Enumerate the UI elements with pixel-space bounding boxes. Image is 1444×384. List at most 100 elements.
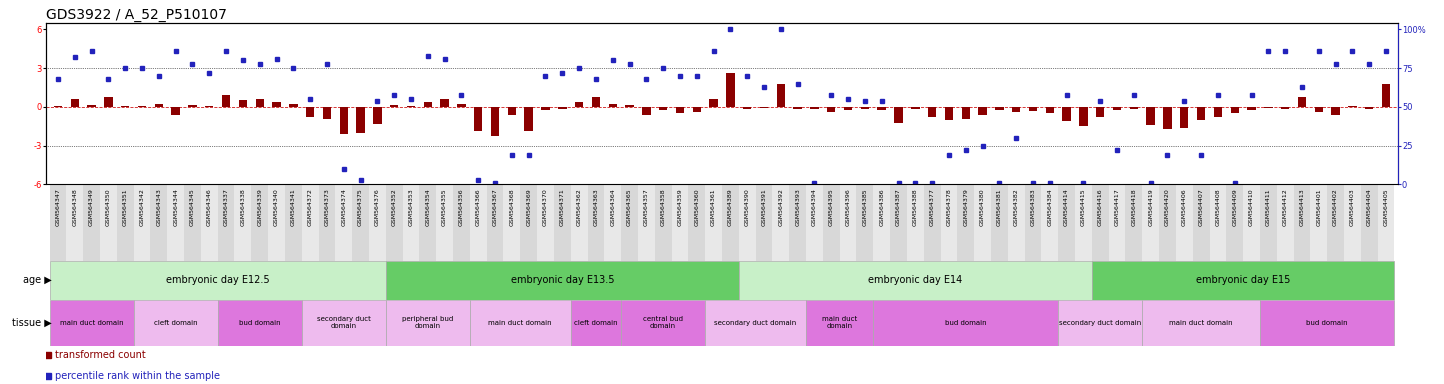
Text: GSM564373: GSM564373 [325,188,329,226]
Bar [1243,184,1261,261]
Bar [407,106,416,107]
Text: central bud
domain: central bud domain [643,316,683,329]
Bar [520,184,537,261]
Text: GSM564407: GSM564407 [1199,188,1204,226]
Bar [49,184,66,261]
Bar [654,184,671,261]
Text: GDS3922 / A_52_P510107: GDS3922 / A_52_P510107 [46,8,227,22]
Text: GSM564338: GSM564338 [240,188,245,226]
Bar [386,261,739,300]
Bar [1382,84,1391,107]
Bar [474,107,482,131]
Bar [874,184,890,261]
Bar [1365,107,1373,109]
Bar [84,184,100,261]
Text: GSM564410: GSM564410 [1249,188,1253,226]
Bar [1012,107,1021,112]
Bar [575,102,583,107]
Text: GSM564386: GSM564386 [879,188,884,226]
Bar [588,184,605,261]
Bar [705,300,806,346]
Text: main duct
domain: main duct domain [822,316,858,329]
Text: GSM564420: GSM564420 [1165,188,1170,226]
Text: GSM564417: GSM564417 [1115,188,1119,226]
Bar [722,184,739,261]
Bar [137,106,146,107]
Bar [709,99,718,107]
Bar [625,105,634,107]
Text: GSM564342: GSM564342 [140,188,144,226]
Bar [570,300,621,346]
Bar [856,184,874,261]
Bar [1294,184,1310,261]
Bar [504,184,520,261]
Bar [962,107,970,119]
Text: secondary duct domain: secondary duct domain [1058,319,1141,326]
Text: GSM564409: GSM564409 [1232,188,1238,226]
Bar [302,300,386,346]
Bar [810,107,819,109]
Bar [1160,184,1175,261]
Text: GSM564337: GSM564337 [224,188,228,226]
Text: tissue ▶: tissue ▶ [12,318,51,328]
Text: cleft domain: cleft domain [155,319,198,326]
Bar [843,107,852,110]
Bar [911,107,920,109]
Bar [621,300,705,346]
Text: bud domain: bud domain [1307,319,1349,326]
Bar [1096,107,1105,117]
Bar [469,300,570,346]
Text: GSM564401: GSM564401 [1317,188,1321,226]
Text: GSM564347: GSM564347 [55,188,61,226]
Bar [155,104,163,107]
Bar [183,184,201,261]
Bar [1298,97,1307,107]
Bar [1008,184,1025,261]
Bar [269,184,284,261]
Text: GSM564364: GSM564364 [611,188,615,226]
Bar [760,107,768,108]
Bar [188,105,196,107]
Text: GSM564389: GSM564389 [728,188,734,226]
Text: GSM564418: GSM564418 [1131,188,1136,226]
Bar [218,184,234,261]
Bar [88,105,95,107]
Bar [1248,107,1256,110]
Bar [302,184,319,261]
Bar [1041,184,1058,261]
Bar [1129,107,1138,109]
Bar [273,102,280,107]
Text: GSM564379: GSM564379 [963,188,969,226]
Text: embryonic day E13.5: embryonic day E13.5 [511,275,614,285]
Text: GSM564363: GSM564363 [593,188,598,226]
Bar [284,184,302,261]
Text: GSM564411: GSM564411 [1266,188,1271,226]
Bar [524,107,533,131]
Bar [621,184,638,261]
Bar [323,107,331,119]
Bar [744,107,751,109]
Bar [806,184,823,261]
Text: GSM564402: GSM564402 [1333,188,1339,226]
Bar [370,184,386,261]
Bar [1276,184,1294,261]
Bar [339,107,348,134]
Bar [975,184,991,261]
Text: GSM564378: GSM564378 [946,188,952,226]
Bar [201,184,218,261]
Text: GSM564419: GSM564419 [1148,188,1154,226]
Bar [940,184,957,261]
Bar [71,99,79,107]
Text: GSM564415: GSM564415 [1082,188,1086,226]
Bar [53,106,62,107]
Bar [1226,184,1243,261]
Bar [878,107,887,110]
Text: GSM564375: GSM564375 [358,188,362,226]
Text: GSM564396: GSM564396 [846,188,851,226]
Text: GSM564393: GSM564393 [796,188,800,226]
Text: GSM564357: GSM564357 [644,188,648,226]
Bar [542,107,550,110]
Text: GSM564372: GSM564372 [308,188,313,226]
Bar [890,184,907,261]
Bar [907,184,924,261]
